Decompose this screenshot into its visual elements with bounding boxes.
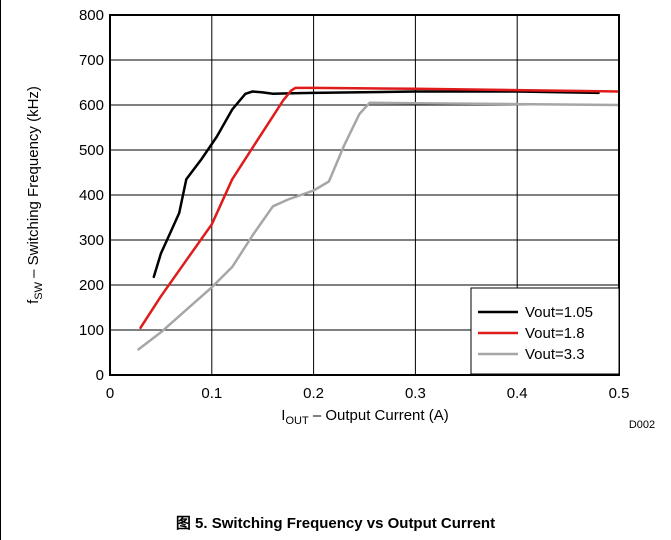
page-left-rule [0,0,1,540]
y-tick-label: 200 [79,277,104,294]
x-axis-label: IOUT – Output Current (A) [281,407,448,427]
legend-label: Vout=1.8 [525,325,585,342]
x-tick-label: 0.5 [609,385,630,402]
x-tick-label: 0.3 [405,385,426,402]
legend-label: Vout=1.05 [525,304,593,321]
y-tick-label: 400 [79,187,104,204]
x-tick-labels: 0 0.1 0.2 0.3 0.4 0.5 [106,385,630,402]
y-tick-labels: 0 100 200 300 400 500 600 700 800 [79,7,104,384]
legend-box [470,287,620,375]
x-tick-label: 0.2 [303,385,324,402]
y-tick-label: 300 [79,232,104,249]
figure-code: D002 [629,419,655,431]
y-axis-label: fSW – Switching Frequency (kHz) [25,86,45,304]
figure-caption: 图 5. Switching Frequency vs Output Curre… [175,515,496,532]
x-tick-label: 0 [106,385,114,402]
y-tick-label: 0 [96,367,104,384]
legend: Vout=1.05 Vout=1.8 Vout=3.3 [470,287,620,375]
y-tick-label: 100 [79,322,104,339]
series-lines [137,86,621,351]
x-tick-label: 0.4 [507,385,528,402]
y-tick-label: 700 [79,52,104,69]
plot-frame [109,14,620,376]
y-tick-label: 800 [79,7,104,24]
y-tick-label: 600 [79,97,104,114]
series-line-1 [152,90,600,279]
series-line-2 [139,86,621,330]
y-tick-label: 500 [79,142,104,159]
series-line-3 [137,101,621,351]
x-tick-label: 0.1 [201,385,222,402]
legend-label: Vout=3.3 [525,346,585,363]
